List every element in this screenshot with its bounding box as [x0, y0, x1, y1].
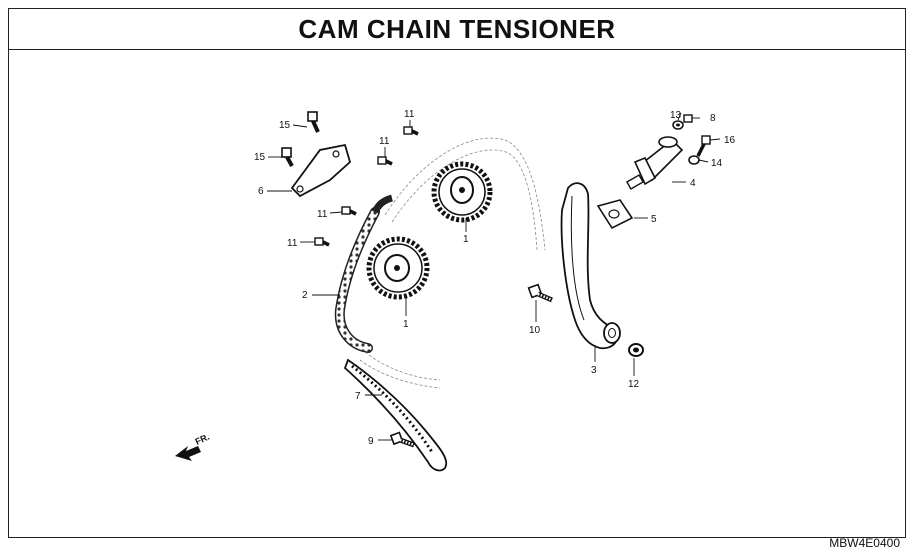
callout-11-b: 11: [379, 136, 390, 147]
callout-13: 13: [670, 110, 682, 121]
callout-9: 9: [368, 436, 374, 447]
callout-labels: 15 15 6 11 11 11 11 2 1 1 7 9 10 3 12 5 …: [254, 109, 736, 447]
callout-5: 5: [651, 214, 657, 225]
callout-15-lower: 15: [254, 152, 266, 163]
chain-guide: [343, 358, 448, 472]
bolt-16: [696, 135, 711, 157]
guide-bolt: [389, 431, 415, 448]
leader-lines: [267, 112, 721, 441]
callout-11-d: 11: [287, 238, 298, 249]
bolt-11-a: [403, 126, 419, 136]
callout-10: 10: [529, 325, 541, 336]
callout-1-upper: 1: [463, 234, 469, 245]
callout-2: 2: [302, 290, 308, 301]
cam-sprocket-lower: [366, 236, 430, 300]
page-title: CAM CHAIN TENSIONER: [298, 13, 616, 44]
front-direction-label: FR.: [194, 432, 211, 447]
front-direction-arrow: FR.: [175, 432, 211, 461]
o-ring: [688, 155, 700, 165]
callout-6: 6: [258, 186, 264, 197]
callout-11-c: 11: [317, 209, 328, 220]
callout-16: 16: [724, 135, 736, 146]
screw-8: [683, 114, 693, 123]
bolt-15-lower: [281, 147, 294, 167]
callout-4: 4: [690, 178, 696, 189]
chain-guide-bracket: [290, 143, 352, 198]
callout-15-upper: 15: [279, 120, 291, 131]
chain-path-outline: [359, 137, 546, 389]
bolt-15-upper: [307, 111, 320, 133]
tensioner-arm: [560, 182, 621, 350]
title-bar: CAM CHAIN TENSIONER: [9, 9, 905, 50]
sealing-washer: [672, 120, 684, 130]
callout-11-a: 11: [404, 109, 415, 120]
bolt-11-c: [341, 206, 357, 216]
callout-3: 3: [591, 365, 597, 376]
callout-1-lower: 1: [403, 319, 409, 330]
drawing-code: MBW4E0400: [829, 536, 900, 550]
bolt-11-d: [314, 237, 330, 247]
pivot-bolt: [527, 283, 553, 303]
callout-8: 8: [710, 113, 716, 124]
tensioner-gasket: [596, 199, 634, 230]
cam-sprocket-upper: [431, 161, 493, 223]
callout-14: 14: [711, 158, 723, 169]
diagram-sheet: CAM CHAIN TENSIONER: [8, 8, 906, 538]
callout-12: 12: [628, 379, 640, 390]
tensioner-lifter: [625, 136, 684, 190]
callout-7: 7: [355, 391, 361, 402]
bolt-11-b: [377, 156, 393, 166]
cam-chain: [334, 194, 394, 353]
washer: [628, 343, 644, 357]
